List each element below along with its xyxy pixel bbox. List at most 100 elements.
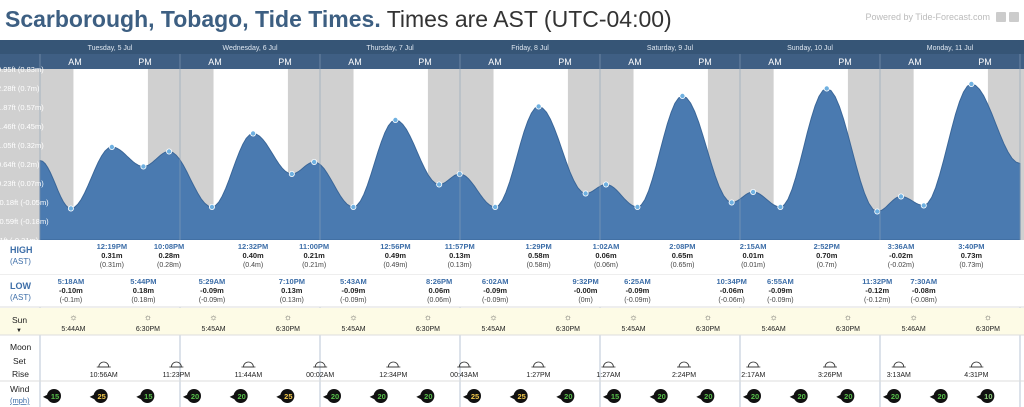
day-header-top [0,40,1024,54]
wind-speed: 20 [891,392,899,401]
tide-point [250,130,257,137]
moon-rise-time: 2:24PM [672,372,696,379]
share-icon[interactable] [996,12,1006,22]
high-tide-time: 12:32PM [238,242,268,251]
low-tide-height-m: (0.06m) [427,297,451,304]
low-tide-height-m: (-0.12m) [864,297,890,304]
high-tide-height-m: (0.06m) [594,262,618,269]
wind-arrow-icon: ◀ [836,392,843,401]
moon-set-time: 3:13AM [887,372,911,379]
low-zone-label: (AST) [10,293,31,302]
wind-speed: 20 [937,392,945,401]
moon-rise-time: 12:34PM [379,372,407,379]
low-tide-time: 5:18AM [58,277,85,286]
wind-icon [327,389,341,403]
high-row-bg [0,240,1024,275]
wind-icon [933,389,948,403]
high-tide-time: 3:40PM [958,242,984,251]
wind-icon [653,389,668,403]
high-tide-height-m: (0.58m) [527,262,551,269]
wind-arrow-icon: ◀ [603,392,610,401]
wind-speed: 20 [844,392,852,401]
wind-arrow-icon: ◀ [976,392,983,401]
high-tide-time: 12:19PM [97,242,127,251]
pm-label: PM [978,57,992,67]
high-tide-height: 0.31m [101,251,123,260]
am-label: AM [908,57,922,67]
day-label: Wednesday, 6 Jul [223,45,278,52]
sunrise-icon: ☼ [489,312,497,322]
wind-speed: 10 [984,392,992,401]
moon-rise-icon [98,361,110,368]
low-tide-height-m: (-0.09m) [624,297,650,304]
high-label: HIGH [10,245,33,255]
y-axis-label: 2.28ft (0.7m) [0,84,40,93]
tide-point [823,85,830,92]
wind-icon [47,389,61,403]
high-tide-height: -0.02m [889,251,913,260]
day-label: Thursday, 7 Jul [366,45,414,52]
wind-icon [140,389,155,403]
low-tide-height: -0.09m [341,286,365,295]
y-axis-label: 1.87ft (0.57m) [0,103,44,112]
moon-rise-icon [678,361,690,368]
wind-arrow-icon: ◀ [183,392,190,401]
high-tide-height-m: (0.4m) [243,262,263,269]
wind-icon [840,389,855,403]
low-row-bg [0,275,1024,307]
low-tide-time: 5:29AM [199,277,226,286]
moon-set-icon [603,361,614,368]
tide-point [634,203,641,210]
page-title: Scarborough, Tobago, Tide Times. Times a… [5,4,672,34]
day-label: Saturday, 9 Jul [647,45,694,52]
high-tide-height-m: (0.65m) [670,262,694,269]
tide-point [311,159,318,166]
low-tide-height-m: (-0.08m) [911,297,937,304]
high-tide-height-m: (0.28m) [157,262,181,269]
tide-point [750,188,757,195]
high-tide-height: 0.70m [816,251,838,260]
wind-speed: 20 [424,392,432,401]
high-tide-height-m: (-0.02m) [888,262,914,269]
wind-speed: 20 [751,392,759,401]
wind-unit-link: (mph) [10,396,30,405]
tide-point [67,205,74,212]
moon-label: Moon [10,342,32,352]
powered-by-link[interactable]: Powered by Tide-Forecast.com [865,12,990,22]
wind-arrow-icon: ◀ [43,392,50,401]
high-tide-time: 12:56PM [380,242,410,251]
wind-speed: 25 [284,392,292,401]
wind-speed: 20 [331,392,339,401]
sunset-icon: ☼ [564,312,572,322]
am-label: AM [768,57,782,67]
high-tide-height-m: (0.13m) [448,262,472,269]
menu-icon[interactable] [1009,12,1019,22]
am-label: AM [208,57,222,67]
moon-rise-time: 10:56AM [90,372,118,379]
low-tide-height: 0.13m [281,286,303,295]
wind-speed: 20 [704,392,712,401]
tide-point [392,117,399,124]
wind-icon [747,389,761,403]
pm-label: PM [558,57,572,67]
high-tide-height: 0.58m [528,251,550,260]
tide-point [777,203,784,210]
tide-point [920,202,927,209]
low-tide-height: 0.06m [429,286,451,295]
wind-arrow-icon: ◀ [463,392,470,401]
tide-point [166,148,173,155]
high-tide-height-m: (0.31m) [100,262,124,269]
tide-point [208,203,215,210]
moon-rise-icon [243,361,254,368]
wind-speed: 15 [144,392,152,401]
pm-label: PM [418,57,432,67]
high-tide-height: 0.40m [242,251,264,260]
am-label: AM [68,57,82,67]
sunset-time: 6:30PM [976,326,1000,333]
wind-icon [793,389,808,403]
y-axis-label: 0.23ft (0.07m) [0,179,44,188]
wind-speed: 20 [564,392,572,401]
pm-label: PM [138,57,152,67]
sun-label: Sun [12,315,27,325]
